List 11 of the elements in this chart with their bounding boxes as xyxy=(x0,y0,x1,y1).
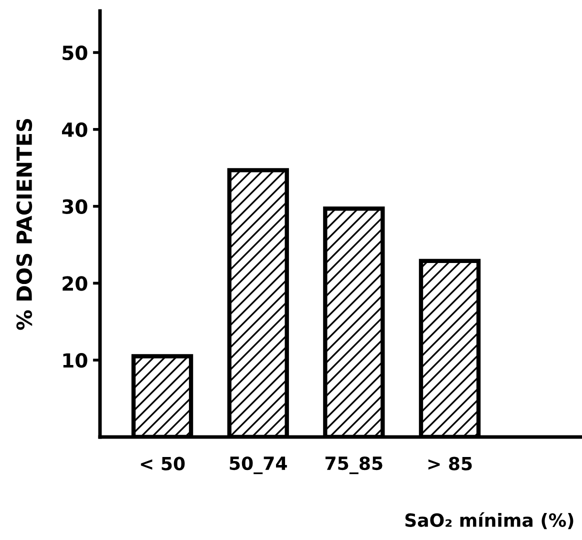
x-axis-title: SaO₂ mínima (%) xyxy=(405,512,574,530)
x-tick-label: < 50 xyxy=(140,456,185,470)
y-tick-label: 40 xyxy=(62,122,88,138)
x-tick-label: 50_74 xyxy=(230,456,287,474)
y-tick-label: 10 xyxy=(63,353,88,368)
x-tick-label: > 85 xyxy=(428,456,472,470)
y-tick-label: 30 xyxy=(62,199,88,214)
x-tick-label: 75_85 xyxy=(326,456,382,474)
y-tick-label: 20 xyxy=(62,276,88,291)
y-axis-title: % DOS PACIENTES xyxy=(16,119,32,330)
y-tick-label: 50 xyxy=(62,45,88,60)
